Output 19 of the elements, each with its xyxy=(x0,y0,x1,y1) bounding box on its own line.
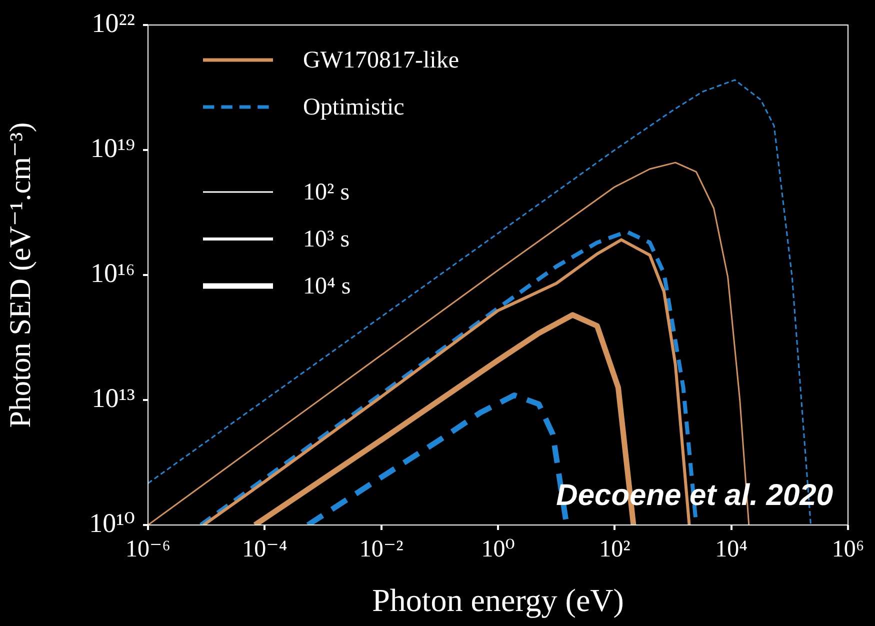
legend-label: 10⁴ s xyxy=(303,273,351,300)
y-tick-label: 10¹⁰ xyxy=(89,508,136,538)
x-tick-label: 10⁴ xyxy=(715,536,748,563)
x-tick-label: 10⁰ xyxy=(481,536,515,563)
x-tick-label: 10⁻⁴ xyxy=(242,536,288,563)
y-tick-label: 10¹⁶ xyxy=(90,258,135,288)
x-tick-label: 10⁶ xyxy=(832,536,864,563)
x-axis-title: Photon energy (eV) xyxy=(372,582,624,618)
legend-label: GW170817-like xyxy=(303,47,459,74)
legend-label: 10² s xyxy=(303,179,350,206)
x-tick-label: 10⁻² xyxy=(359,536,404,563)
legend-label: Optimistic xyxy=(303,94,404,120)
x-tick-label: 10⁻⁶ xyxy=(125,536,171,563)
legend-label: 10³ s xyxy=(303,226,350,252)
x-tick-label: 10² xyxy=(599,536,630,563)
y-axis-title: Photon SED (eV⁻¹.cm⁻³) xyxy=(4,122,37,428)
y-tick-label: 10¹⁹ xyxy=(90,133,135,164)
y-tick-label: 10¹³ xyxy=(92,383,135,414)
y-tick-label: 10²² xyxy=(92,8,135,38)
